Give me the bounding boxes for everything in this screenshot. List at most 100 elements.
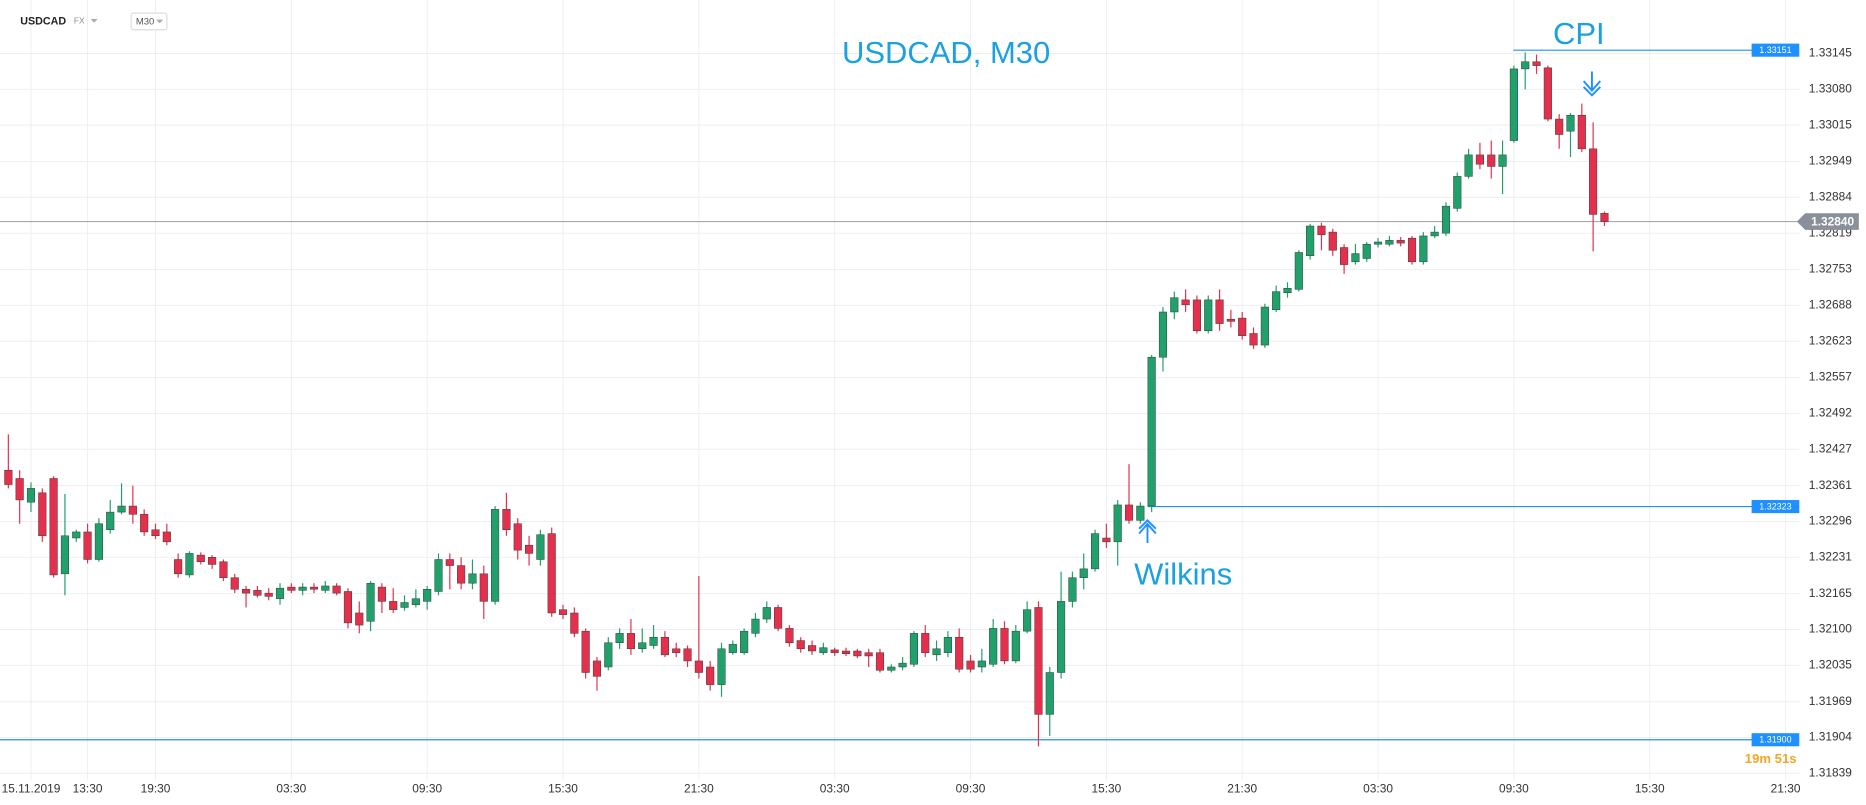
y-tick-label: 1.32296 (1809, 514, 1852, 528)
candle-body (343, 591, 352, 624)
candle-body (1306, 225, 1315, 257)
x-tick-label: 09:30 (412, 782, 442, 796)
candle-body (26, 488, 36, 503)
x-tick-label: 03:30 (820, 782, 850, 796)
candle-body (15, 478, 24, 501)
candle-body (1226, 318, 1235, 322)
symbol[interactable]: USDCAD (20, 15, 66, 27)
candle-body (411, 598, 420, 605)
candle-body (1102, 537, 1111, 543)
candle-body (1113, 504, 1122, 543)
candle-body (706, 666, 715, 685)
candle-body (400, 602, 409, 608)
candle-body (649, 636, 658, 646)
candle-body (106, 511, 115, 530)
candle-body (1600, 213, 1609, 222)
candle-body (1340, 247, 1349, 265)
candle-body (423, 589, 432, 602)
candle-body (1577, 114, 1586, 150)
candle-body (253, 590, 262, 596)
x-tick-label: 15:30 (548, 782, 578, 796)
y-tick-label: 1.32231 (1809, 549, 1852, 563)
candle-body (117, 505, 126, 513)
y-tick-label: 1.32688 (1809, 298, 1852, 312)
candle-body (1441, 205, 1451, 234)
candle-body (1124, 504, 1134, 521)
candle-body (151, 529, 160, 537)
candle-body (196, 554, 205, 562)
candle-body (762, 607, 771, 620)
candle-body (4, 469, 13, 485)
candle-body (1521, 61, 1530, 70)
candle-body (1057, 601, 1066, 673)
candle-body (434, 559, 443, 592)
y-tick-label: 1.32165 (1809, 586, 1852, 600)
y-tick-label: 1.32361 (1809, 478, 1852, 492)
candle-body (389, 601, 398, 610)
down-arrow (1582, 71, 1601, 97)
candle-body (1543, 67, 1552, 120)
candle-body (966, 660, 975, 670)
candle-body (219, 561, 228, 578)
x-tick-label: 21:30 (1227, 782, 1257, 796)
x-tick-label: 21:30 (1771, 782, 1801, 796)
candle-body (841, 650, 851, 654)
x-tick-label: 15.11.2019 (2, 782, 61, 796)
candle-body (1249, 333, 1258, 346)
candles (4, 52, 1609, 747)
candle-body (60, 535, 69, 575)
levels: 1.33151 1.32323 1.31900 (0, 43, 1800, 747)
current-price-label: 1.32840 (1811, 214, 1854, 228)
candle-body (1136, 505, 1145, 521)
candle-body (1000, 628, 1009, 662)
candle-body (94, 523, 103, 560)
candle-body (547, 533, 556, 614)
candle-body (1328, 231, 1337, 251)
candle-body (932, 648, 941, 656)
candle-body (185, 553, 194, 576)
candle-body (1192, 299, 1201, 331)
candle-body (377, 586, 386, 602)
candle-body (208, 557, 217, 565)
candle-body (875, 652, 885, 671)
market: FX (74, 16, 85, 26)
timeframe[interactable]: M30 (136, 17, 155, 28)
candle-body (1555, 118, 1564, 135)
chart-title: USDCAD, M30 (842, 35, 1050, 70)
candle-body (943, 636, 952, 653)
candle-body (898, 662, 907, 668)
candle-body (989, 628, 998, 665)
y-tick-label: 1.33080 (1809, 81, 1852, 95)
candle-body (1374, 241, 1383, 245)
candle-body (592, 660, 602, 677)
current-price-box (1796, 213, 1859, 230)
candle-body (796, 640, 805, 650)
candle-body (819, 647, 828, 653)
candle-body (1453, 176, 1462, 209)
candle-body (683, 648, 692, 662)
candle-body (502, 509, 511, 530)
y-tick-label: 1.32492 (1809, 406, 1852, 420)
candle-body (1272, 291, 1281, 311)
candle-body (128, 505, 137, 515)
candle-body (728, 644, 737, 653)
candle-body (1362, 243, 1371, 259)
candle-body (977, 660, 986, 668)
candle-body (1317, 225, 1326, 236)
timeframe-box[interactable] (130, 12, 168, 31)
candle-body (581, 630, 590, 673)
candle-body (287, 586, 296, 591)
candle-body (264, 592, 273, 597)
candle-body (38, 492, 47, 537)
candle-body (570, 612, 579, 634)
y-tick-label: 1.31839 (1809, 766, 1852, 780)
candle-body (1396, 240, 1405, 244)
candle-body (1023, 609, 1032, 632)
candle-body (1011, 630, 1020, 662)
candle-body (1487, 154, 1496, 167)
candle-body (1158, 311, 1168, 358)
candle-body (309, 586, 319, 590)
candle-body (1034, 607, 1043, 715)
candle-body (174, 559, 183, 575)
